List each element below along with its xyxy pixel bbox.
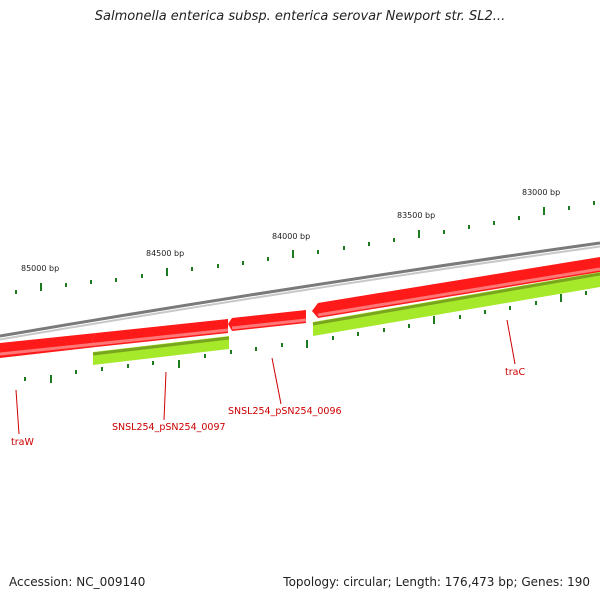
gene-label-traC[interactable]: traC <box>505 367 525 378</box>
accession-text: Accession: NC_009140 <box>9 575 146 589</box>
green-gene-0097-shade <box>92 336 230 356</box>
topology-summary-text: Topology: circular; Length: 176,473 bp; … <box>283 575 590 589</box>
position-label-83500: 83500 bp <box>397 211 435 220</box>
gene-label-snsl254-psn254-0096[interactable]: SNSL254_pSN254_0096 <box>228 406 342 417</box>
gene-label-traW[interactable]: traW <box>11 437 34 448</box>
position-label-84000: 84000 bp <box>272 232 310 241</box>
backbone-outer <box>0 241 600 338</box>
position-label-83000: 83000 bp <box>522 188 560 197</box>
gene-track-green <box>92 272 600 365</box>
gene-track-red <box>0 257 600 358</box>
gene-track-red-highlight <box>0 267 600 356</box>
gene-callouts <box>15 319 516 435</box>
position-label-85000: 85000 bp <box>21 264 59 273</box>
backbone-inner <box>0 245 600 341</box>
green-gene-traC-shade <box>312 272 600 326</box>
map-title: Salmonella enterica subsp. enterica sero… <box>94 9 506 24</box>
tick-ring-outer <box>15 201 595 294</box>
tick-ring-inner <box>24 291 587 383</box>
position-label-84500: 84500 bp <box>146 249 184 258</box>
gene-label-snsl254-psn254-0097[interactable]: SNSL254_pSN254_0097 <box>112 422 226 433</box>
